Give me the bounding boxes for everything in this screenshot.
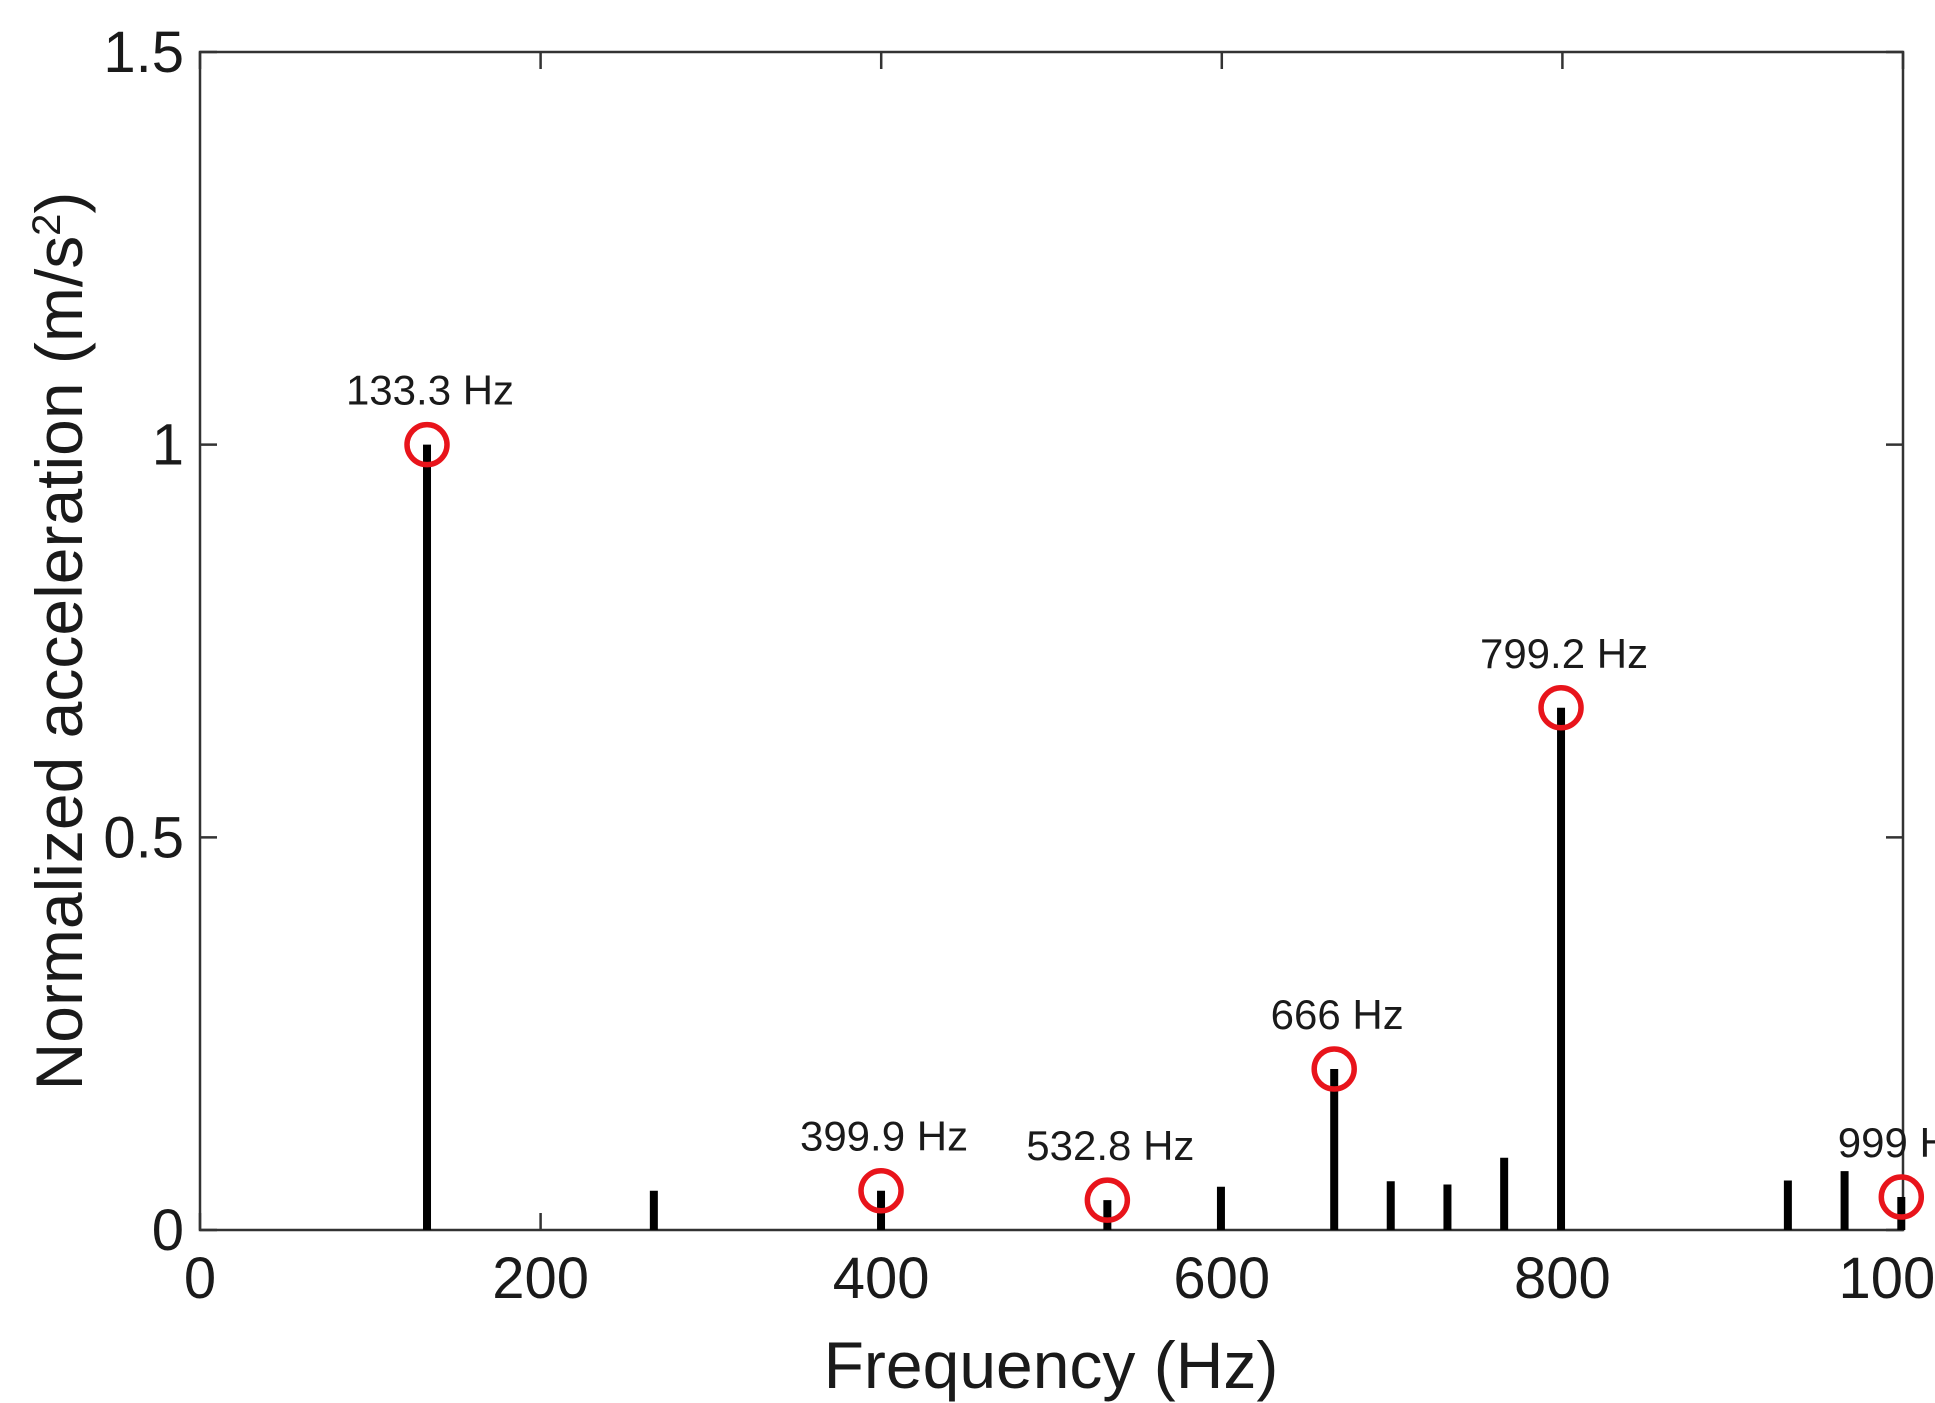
y-tick-label: 0.5 [103, 805, 184, 870]
x-tick-label: 0 [184, 1246, 216, 1311]
peak-marker-circle [1084, 1177, 1131, 1223]
markers-group [404, 421, 1925, 1223]
y-axis-label-superscript: 2 [25, 214, 69, 236]
x-tick-label: 400 [833, 1246, 930, 1311]
stems-group [423, 444, 1906, 1230]
x-tick-label: 600 [1173, 1246, 1270, 1311]
peak-label: 399.9 Hz [800, 1113, 968, 1160]
peak-marker-circle [1311, 1046, 1357, 1092]
peak-label: 133.3 Hz [346, 367, 514, 414]
y-axis-label-main: Normalized acceleration (m/s [22, 236, 96, 1091]
y-tick-labels: 0 0.5 1 1.5 [103, 20, 184, 1263]
peak-label: 799.2 Hz [1480, 630, 1648, 677]
peak-label: 666 Hz [1271, 991, 1404, 1038]
peak-label: 999 Hz [1838, 1119, 1935, 1166]
y-axis-label-close: ) [22, 192, 96, 214]
x-tick-label: 800 [1514, 1246, 1611, 1311]
peak-marker-circle [1878, 1174, 1925, 1220]
peak-marker-circle [1538, 685, 1584, 731]
plot-area [198, 50, 1905, 1232]
peak-marker-circle [858, 1167, 904, 1214]
peak-marker-circle [404, 421, 450, 468]
peak-label: 532.8 Hz [1026, 1122, 1194, 1169]
y-tick-label: 1 [152, 413, 184, 478]
x-axis-label: Frequency (Hz) [824, 1328, 1279, 1402]
y-axis-label: Normalized acceleration (m/s2) [22, 192, 96, 1091]
y-tick-label: 1.5 [103, 20, 184, 85]
peak-labels-group: 133.3 Hz 399.9 Hz 532.8 Hz 666 Hz 799.2 Hz 99… [346, 367, 1935, 1169]
x-tick-label: 200 [492, 1246, 589, 1311]
y-tick-label: 0 [152, 1198, 184, 1263]
